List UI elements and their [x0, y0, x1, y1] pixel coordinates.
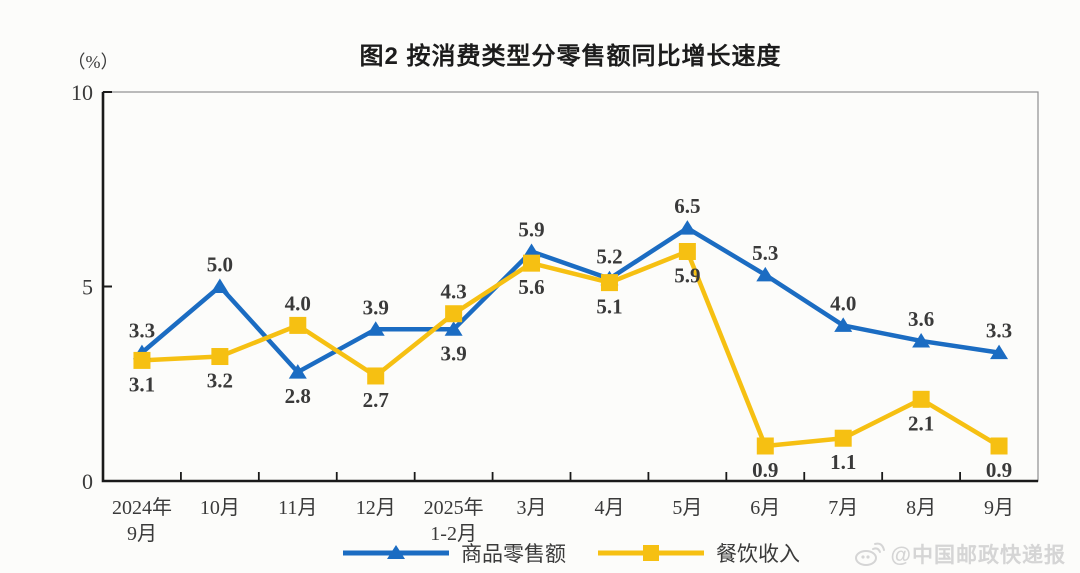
- data-point-marker-1: [367, 367, 385, 385]
- y-tick-label: 10: [71, 80, 93, 105]
- x-tick-label: 9月: [127, 523, 157, 545]
- data-point-marker-1: [756, 437, 774, 455]
- chart-title: 图2 按消费类型分零售额同比增长速度: [359, 43, 782, 70]
- x-tick-label: 9月: [984, 497, 1014, 519]
- data-point-marker-1: [211, 348, 229, 366]
- data-point-marker-0: [288, 364, 307, 379]
- data-point-marker-1: [523, 254, 541, 272]
- x-tick-label: 1-2月: [430, 523, 477, 545]
- x-tick-label: 4月: [594, 497, 624, 519]
- y-tick-label: 5: [82, 275, 93, 300]
- y-tick-label: 0: [82, 469, 93, 494]
- x-tick-label: 6月: [750, 497, 780, 519]
- data-point-marker-1: [678, 242, 696, 260]
- x-tick-label: 3月: [517, 497, 547, 519]
- chart-legend: 商品零售额 餐饮收入: [103, 538, 1038, 568]
- data-point-marker-0: [756, 266, 775, 282]
- data-point-label-0: 3.3: [129, 319, 155, 343]
- data-point-marker-0: [678, 220, 697, 235]
- data-point-label-1: 3.2: [207, 369, 233, 393]
- data-point-marker-0: [834, 317, 853, 332]
- data-point-label-1: 2.1: [908, 411, 934, 435]
- data-point-marker-1: [912, 390, 930, 408]
- data-point-marker-1: [133, 351, 151, 369]
- catering-income-legend-swatch: [598, 545, 704, 561]
- legend-label-goods-retail: 商品零售额: [461, 542, 566, 566]
- x-tick-label: 10月: [200, 497, 240, 519]
- data-point-label-1: 2.7: [363, 388, 389, 412]
- data-point-marker-0: [522, 243, 541, 258]
- series-line-0: [140, 225, 1000, 375]
- data-point-label-1: 5.9: [674, 263, 700, 287]
- legend-label-catering-income: 餐饮收入: [716, 542, 800, 566]
- data-point-marker-0: [210, 278, 229, 293]
- x-tick-label: 5月: [672, 497, 702, 519]
- legend-item-catering-income: 餐饮收入: [596, 538, 800, 568]
- y-axis-unit-label: （%）: [67, 52, 119, 72]
- watermark-text: @中国邮政快递报: [890, 544, 1066, 567]
- x-tick-label: 2025年: [424, 496, 484, 519]
- data-point-label-0: 3.6: [908, 307, 934, 331]
- data-point-label-0: 3.9: [363, 295, 389, 319]
- goods-retail-legend-swatch: [343, 545, 449, 559]
- data-point-label-1: 4.3: [441, 280, 467, 304]
- data-point-label-0: 6.5: [674, 194, 700, 218]
- data-point-label-1: 0.9: [752, 458, 778, 482]
- series-line-1: [141, 249, 1001, 449]
- data-point-marker-1: [600, 274, 618, 292]
- data-point-marker-1: [990, 437, 1008, 455]
- data-point-marker-1: [445, 305, 463, 323]
- data-point-label-1: 4.0: [285, 291, 311, 315]
- x-tick-label: 7月: [828, 497, 858, 519]
- data-point-marker-0: [912, 332, 931, 348]
- weibo-icon: [854, 542, 885, 566]
- legend-item-goods-retail: 商品零售额: [341, 538, 566, 568]
- data-point-label-0: 4.0: [830, 291, 856, 315]
- data-point-marker-0: [990, 344, 1009, 360]
- data-point-marker-0: [444, 321, 463, 336]
- x-tick-label: 12月: [356, 497, 396, 519]
- axis-line: [101, 92, 1038, 483]
- data-point-label-0: 3.9: [441, 341, 467, 365]
- data-point-label-0: 5.3: [752, 241, 778, 265]
- data-point-marker-1: [289, 316, 307, 334]
- x-tick-label: 2024年: [112, 496, 172, 519]
- data-point-label-0: 5.0: [207, 253, 233, 277]
- watermark: @中国邮政快递报: [853, 539, 1066, 569]
- data-point-label-1: 1.1: [830, 450, 856, 474]
- x-tick-label: 8月: [906, 497, 936, 519]
- data-point-label-1: 3.1: [129, 372, 155, 396]
- data-point-label-0: 2.8: [285, 384, 311, 408]
- data-point-marker-1: [834, 429, 852, 447]
- data-point-label-1: 0.9: [986, 458, 1012, 482]
- data-point-label-1: 5.6: [518, 275, 544, 299]
- data-point-marker-0: [366, 321, 385, 336]
- data-point-label-0: 5.9: [518, 217, 544, 241]
- x-tick-label: 11月: [278, 497, 317, 519]
- data-point-label-0: 3.3: [986, 319, 1012, 343]
- data-point-label-0: 5.2: [596, 245, 622, 269]
- data-point-label-1: 5.1: [596, 295, 622, 319]
- plot-border: [102, 91, 1039, 482]
